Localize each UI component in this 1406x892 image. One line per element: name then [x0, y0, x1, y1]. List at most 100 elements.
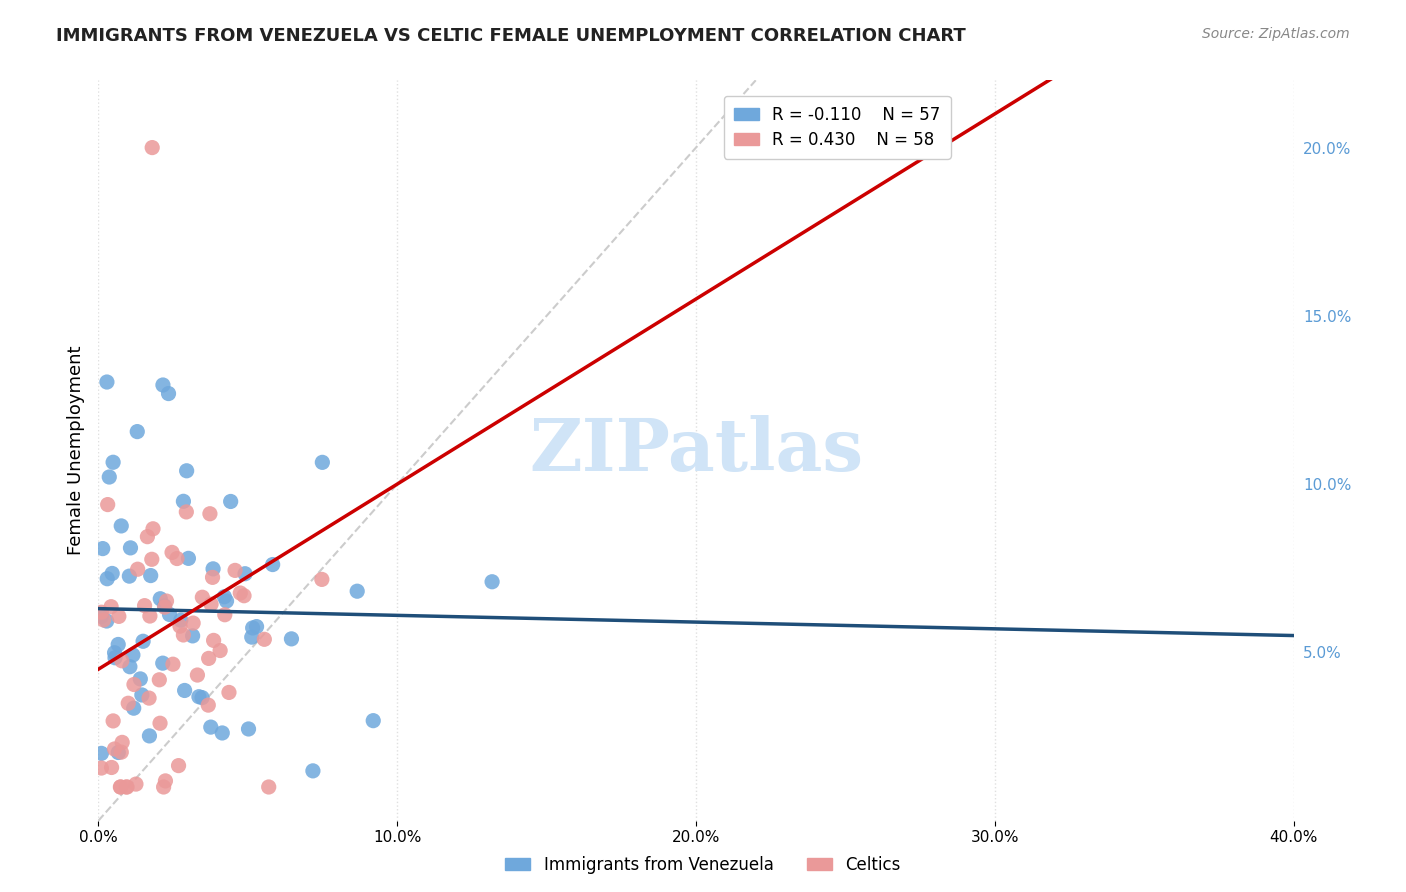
- Celtics: [139, 609, 162, 624]
- Legend: R = -0.110    N = 57, R = 0.430    N = 58: R = -0.110 N = 57, R = 0.430 N = 58: [724, 96, 950, 159]
- Celtics: [201, 570, 224, 584]
- Immigrants from Venezuela: [187, 690, 209, 704]
- Celtics: [209, 643, 232, 657]
- Celtics: [138, 691, 160, 706]
- Celtics: [93, 613, 115, 627]
- Celtics: [229, 586, 252, 600]
- Immigrants from Venezuela: [242, 621, 264, 635]
- Immigrants from Venezuela: [138, 729, 160, 743]
- Celtics: [155, 773, 177, 788]
- Immigrants from Venezuela: [107, 637, 129, 651]
- Immigrants from Venezuela: [101, 566, 124, 581]
- Celtics: [149, 716, 172, 731]
- Celtics: [115, 780, 138, 794]
- Celtics: [134, 599, 156, 613]
- Celtics: [202, 633, 225, 648]
- Immigrants from Venezuela: [103, 646, 125, 660]
- Immigrants from Venezuela: [262, 558, 284, 572]
- Celtics: [141, 552, 163, 566]
- Celtics: [233, 589, 256, 603]
- Celtics: [166, 551, 188, 566]
- Immigrants from Venezuela: [96, 375, 118, 389]
- Celtics: [198, 507, 221, 521]
- Immigrants from Venezuela: [280, 632, 302, 646]
- Immigrants from Venezuela: [361, 714, 384, 728]
- Celtics: [100, 599, 122, 614]
- Immigrants from Venezuela: [170, 613, 193, 627]
- Immigrants from Venezuela: [127, 425, 149, 439]
- Celtics: [125, 777, 148, 791]
- Immigrants from Venezuela: [240, 630, 263, 644]
- Immigrants from Venezuela: [219, 494, 242, 508]
- Celtics: [122, 677, 145, 691]
- Celtics: [224, 563, 246, 577]
- Celtics: [162, 657, 184, 672]
- Celtics: [172, 628, 194, 642]
- Immigrants from Venezuela: [245, 619, 267, 633]
- Immigrants from Venezuela: [90, 609, 112, 624]
- Immigrants from Venezuela: [132, 634, 155, 648]
- Immigrants from Venezuela: [176, 464, 198, 478]
- Celtics: [218, 685, 240, 699]
- Celtics: [214, 607, 236, 622]
- Immigrants from Venezuela: [159, 607, 181, 622]
- Immigrants from Venezuela: [153, 599, 176, 613]
- Celtics: [311, 573, 333, 587]
- Celtics: [197, 698, 219, 712]
- Celtics: [169, 619, 191, 633]
- Immigrants from Venezuela: [311, 455, 333, 469]
- Immigrants from Venezuela: [122, 648, 145, 662]
- Immigrants from Venezuela: [120, 541, 142, 555]
- Immigrants from Venezuela: [101, 455, 124, 469]
- Celtics: [103, 742, 125, 756]
- Immigrants from Venezuela: [302, 764, 325, 778]
- Celtics: [111, 654, 134, 668]
- Celtics: [167, 758, 190, 772]
- Celtics: [141, 140, 163, 154]
- Celtics: [100, 760, 122, 774]
- Text: IMMIGRANTS FROM VENEZUELA VS CELTIC FEMALE UNEMPLOYMENT CORRELATION CHART: IMMIGRANTS FROM VENEZUELA VS CELTIC FEMA…: [56, 27, 966, 45]
- Immigrants from Venezuela: [118, 569, 141, 583]
- Celtics: [186, 668, 208, 682]
- Immigrants from Venezuela: [104, 650, 127, 665]
- Immigrants from Venezuela: [202, 562, 225, 576]
- Celtics: [155, 594, 177, 608]
- Legend: Immigrants from Venezuela, Celtics: Immigrants from Venezuela, Celtics: [495, 846, 911, 884]
- Immigrants from Venezuela: [90, 747, 112, 761]
- Immigrants from Venezuela: [98, 470, 121, 484]
- Celtics: [142, 522, 165, 536]
- Celtics: [136, 530, 159, 544]
- Immigrants from Venezuela: [107, 746, 129, 760]
- Celtics: [253, 632, 276, 647]
- Celtics: [97, 498, 120, 512]
- Celtics: [101, 714, 124, 728]
- Celtics: [153, 600, 176, 615]
- Immigrants from Venezuela: [233, 566, 256, 581]
- Immigrants from Venezuela: [131, 688, 153, 702]
- Immigrants from Venezuela: [346, 584, 368, 599]
- Celtics: [111, 735, 134, 749]
- Immigrants from Venezuela: [177, 551, 200, 566]
- Celtics: [148, 673, 170, 687]
- Immigrants from Venezuela: [96, 572, 118, 586]
- Immigrants from Venezuela: [96, 614, 118, 628]
- Immigrants from Venezuela: [157, 386, 180, 401]
- Celtics: [117, 696, 139, 710]
- Immigrants from Venezuela: [481, 574, 503, 589]
- Immigrants from Venezuela: [173, 683, 195, 698]
- Immigrants from Venezuela: [152, 378, 174, 392]
- Celtics: [110, 780, 132, 794]
- Immigrants from Venezuela: [181, 629, 204, 643]
- Text: ZIPatlas: ZIPatlas: [529, 415, 863, 486]
- Celtics: [115, 780, 138, 794]
- Immigrants from Venezuela: [211, 726, 233, 740]
- Celtics: [200, 597, 222, 611]
- Celtics: [160, 545, 183, 559]
- Celtics: [110, 745, 132, 759]
- Celtics: [110, 780, 132, 794]
- Immigrants from Venezuela: [91, 541, 114, 556]
- Immigrants from Venezuela: [200, 720, 222, 734]
- Celtics: [191, 591, 214, 605]
- Celtics: [181, 616, 204, 631]
- Immigrants from Venezuela: [214, 590, 236, 604]
